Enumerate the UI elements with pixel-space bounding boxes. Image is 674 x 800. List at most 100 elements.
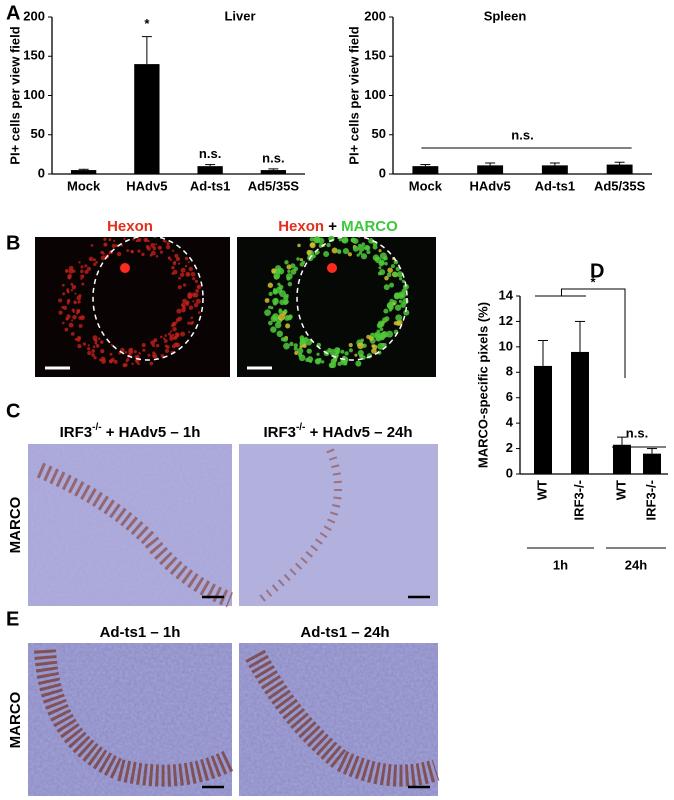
- speck: [267, 282, 274, 288]
- speck: [137, 237, 142, 242]
- bar: [534, 365, 552, 474]
- speck: [80, 265, 84, 269]
- speck: [192, 300, 195, 303]
- speck: [179, 272, 185, 278]
- annotation: *: [144, 16, 150, 31]
- speck: [184, 256, 189, 261]
- speck: [341, 238, 346, 244]
- speck: [358, 243, 362, 248]
- speck: [293, 266, 299, 272]
- speck: [94, 341, 98, 345]
- speck: [170, 330, 173, 333]
- y-tick-label: 4: [506, 415, 514, 430]
- speck: [111, 357, 115, 362]
- speck: [77, 343, 82, 349]
- x-tick-label: Ad5/35S: [248, 178, 300, 193]
- speck: [172, 327, 177, 332]
- speck: [383, 308, 389, 314]
- speck: [187, 330, 191, 334]
- speck: [338, 237, 343, 242]
- speck: [403, 309, 410, 316]
- speck: [100, 255, 106, 261]
- y-tick-label: 12: [499, 313, 513, 328]
- speck: [99, 340, 104, 344]
- bar: [643, 453, 661, 474]
- speck: [100, 356, 106, 362]
- speck: [354, 353, 358, 357]
- speck: [125, 360, 128, 363]
- annotation: n.s.: [262, 150, 284, 165]
- speck: [320, 360, 325, 364]
- speck: [77, 301, 80, 304]
- speck: [171, 344, 176, 349]
- speck: [348, 343, 353, 348]
- speck: [78, 316, 82, 320]
- image-title: Ad-ts1 – 24h: [300, 624, 389, 641]
- speck: [180, 302, 186, 308]
- annotation: n.s.: [199, 146, 221, 161]
- stain: [36, 462, 234, 608]
- speck: [65, 269, 69, 273]
- speck: [62, 292, 66, 296]
- x-tick-label: HAdv5: [470, 178, 511, 193]
- y-tick-label: 50: [31, 126, 45, 141]
- speck: [150, 340, 156, 346]
- speck: [327, 263, 337, 273]
- speck: [164, 344, 168, 348]
- speck: [76, 308, 81, 313]
- speck: [147, 353, 151, 357]
- title-part: -/-: [296, 422, 305, 433]
- speck: [285, 293, 289, 298]
- speck: [177, 316, 183, 322]
- image: [35, 237, 230, 377]
- speck: [277, 313, 285, 321]
- speck: [326, 242, 331, 248]
- speck: [177, 285, 182, 290]
- speck: [364, 244, 370, 251]
- panel-label: E: [6, 608, 19, 630]
- title-part: Hexon: [278, 218, 324, 235]
- speck: [147, 239, 150, 243]
- speck: [135, 239, 139, 243]
- title-part: +: [328, 218, 337, 235]
- speck: [120, 263, 130, 273]
- speck: [187, 321, 191, 325]
- speck: [87, 350, 92, 356]
- x-tick-label: Mock: [409, 178, 443, 193]
- speck: [76, 337, 81, 342]
- group-label: 1h: [553, 557, 568, 572]
- speck: [165, 244, 171, 250]
- panel-label: D: [590, 260, 604, 282]
- speck: [184, 301, 190, 306]
- speck: [384, 275, 389, 281]
- speck: [64, 327, 69, 332]
- speck: [393, 321, 398, 326]
- title-part: MARCO: [341, 218, 398, 235]
- x-tick-label: Ad-ts1: [535, 178, 575, 193]
- speck: [188, 266, 194, 272]
- speck: [378, 266, 382, 270]
- speck: [399, 277, 403, 281]
- speck: [288, 314, 293, 320]
- speck: [283, 342, 290, 350]
- chart-title: Spleen: [484, 8, 527, 23]
- speck: [109, 352, 113, 356]
- speck: [108, 238, 112, 241]
- panel-label: B: [6, 232, 20, 254]
- bar: [571, 351, 589, 474]
- speck: [184, 264, 188, 268]
- speck: [62, 321, 65, 325]
- y-tick-label: 100: [23, 87, 45, 102]
- speck: [389, 282, 395, 288]
- fluorescence-images: [35, 235, 436, 377]
- speck: [124, 350, 128, 354]
- speck: [274, 298, 278, 302]
- speck: [347, 252, 353, 257]
- speck: [366, 250, 371, 255]
- speck: [384, 261, 388, 266]
- speck: [328, 362, 335, 369]
- speck: [81, 282, 85, 286]
- row-label: MARCO: [7, 691, 24, 748]
- speck: [290, 263, 296, 269]
- speck: [395, 266, 401, 272]
